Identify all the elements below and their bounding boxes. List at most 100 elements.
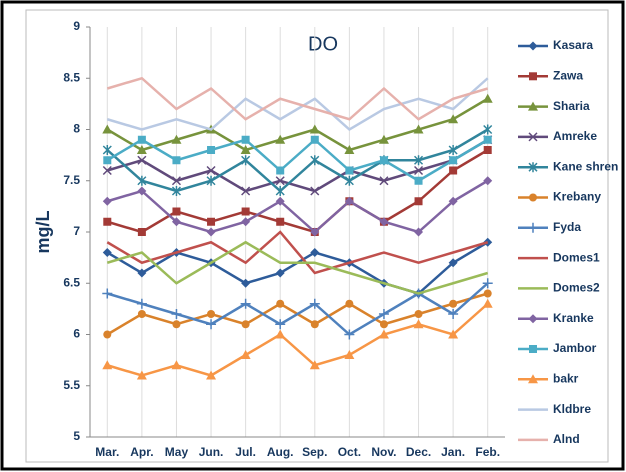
marker [378,309,389,319]
marker [171,217,181,227]
marker [137,310,146,318]
marker [529,193,537,202]
y-tick-label: 7 [73,224,80,238]
marker [171,360,182,370]
legend-label: Fyda [553,220,581,234]
marker [137,155,147,165]
marker [206,175,216,186]
y-tick-label: 6 [73,327,80,341]
marker [171,309,182,319]
y-axis-label: mg/L [33,210,53,253]
marker [529,345,537,353]
marker [275,176,285,186]
x-tick-label: Oct. [338,445,361,459]
y-tick-label: 8.5 [63,70,80,84]
legend-label: Kldbre [553,402,591,416]
marker [448,145,458,155]
marker [102,288,113,299]
x-tick-label: Aug. [267,445,294,459]
marker [310,248,320,257]
marker [379,176,389,186]
x-tick-label: May [165,445,189,459]
x-tick-label: Sep. [302,445,327,459]
marker [241,320,250,329]
marker [206,319,217,330]
marker [102,196,112,206]
marker [310,186,320,196]
x-tick-label: Apr. [130,445,153,459]
marker [207,310,216,318]
marker [413,124,424,134]
legend-label: Domes2 [553,281,600,295]
marker [136,370,147,380]
series-line [106,179,489,234]
legend-label: Jambor [553,341,597,355]
marker [483,289,492,298]
marker [206,370,217,380]
x-tick-label: Jan. [441,445,465,459]
marker [240,350,251,359]
marker [309,298,320,309]
marker [344,175,354,186]
marker [171,134,182,144]
marker [414,176,423,185]
x-tick-label: Jul. [235,445,256,459]
marker [482,93,493,103]
x-tick-label: Nov. [371,445,396,459]
series-line [106,128,489,193]
marker [448,258,458,268]
marker [137,186,147,196]
marker [241,217,251,227]
marker [448,329,459,339]
marker [172,320,181,329]
legend-label: Krebany [553,190,601,204]
marker [206,227,216,237]
marker [528,314,538,324]
marker [102,145,112,155]
marker [171,176,181,186]
legend-label: Zawa [553,68,583,82]
marker [414,155,424,166]
marker [483,124,493,135]
marker [241,207,250,216]
marker [309,360,320,370]
marker [449,156,458,165]
marker [241,278,251,288]
marker [528,132,538,142]
marker [379,217,389,227]
marker [240,145,251,154]
marker [344,329,355,340]
marker [310,135,319,144]
series-line [106,240,489,295]
y-tick-label: 8 [73,122,80,136]
marker [345,299,354,308]
series-line [106,138,489,183]
marker [240,298,251,309]
marker [207,146,216,154]
marker [448,196,458,206]
marker [344,145,355,154]
marker [414,165,424,176]
marker [483,176,493,186]
marker [172,207,181,216]
series-line [106,230,489,275]
marker [413,319,424,329]
marker [276,217,285,226]
marker [241,135,250,144]
marker [207,217,216,226]
y-tick-label: 6.5 [63,275,80,289]
legend-label: Kane shren [553,159,618,173]
series-line [106,97,489,152]
marker [275,196,285,206]
x-tick-label: Jun. [199,445,224,459]
y-tick-label: 7.5 [63,173,80,187]
marker [414,227,424,237]
marker [378,134,389,144]
marker [171,186,181,196]
marker [310,155,320,166]
x-tick-label: Mar. [95,445,119,459]
marker [275,268,285,278]
marker [137,175,147,186]
x-tick-label: Feb. [475,445,500,459]
marker [448,309,459,319]
